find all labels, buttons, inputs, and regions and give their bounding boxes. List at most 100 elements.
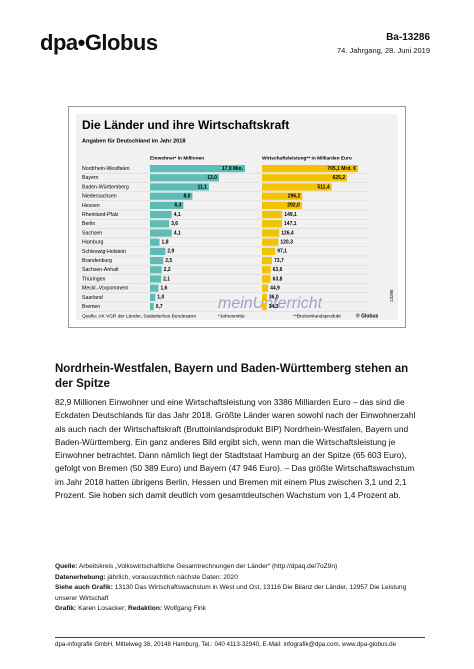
bar bbox=[262, 183, 332, 191]
value-label: 1,8 bbox=[162, 240, 169, 246]
bar bbox=[150, 303, 154, 311]
category-label: Bayern bbox=[82, 175, 99, 181]
bar bbox=[150, 266, 162, 274]
bar bbox=[150, 165, 245, 173]
info-text: 13130 Das Wirtschaftswachstum in West un… bbox=[55, 584, 407, 602]
source: Quelle: AK VGR der Länder, Statistisches… bbox=[82, 313, 197, 319]
bar bbox=[262, 303, 267, 311]
info-label: Siehe auch Grafik: bbox=[55, 584, 113, 591]
category-label: Meckl.-Vorpommern bbox=[82, 286, 129, 292]
heading: Nordrhein-Westfalen, Bayern und Baden-Wü… bbox=[55, 363, 409, 390]
category-label: Nordrhein-Westfalen bbox=[82, 166, 130, 172]
bar bbox=[262, 192, 303, 200]
category-label: Bremen bbox=[82, 304, 100, 310]
bar bbox=[262, 174, 348, 182]
category-label: Berlin bbox=[82, 221, 95, 227]
info-label: Quelle: bbox=[55, 563, 78, 570]
category-label: Rheinland-Pfalz bbox=[82, 212, 119, 218]
category-label: Brandenburg bbox=[82, 258, 112, 264]
value-label: 2,5 bbox=[165, 258, 172, 264]
category-label: Hamburg bbox=[82, 240, 103, 246]
bar bbox=[150, 247, 166, 255]
series-header: Einwohner* in Millionen bbox=[150, 155, 204, 161]
value-label: 149,1 bbox=[284, 212, 297, 218]
note: *Jahresmitte bbox=[218, 313, 245, 319]
bar bbox=[150, 192, 193, 200]
value-label: 126,4 bbox=[281, 230, 294, 236]
category-label: Saarland bbox=[82, 295, 103, 301]
value-label: 2,9 bbox=[167, 249, 174, 255]
value-label: 36,0 bbox=[269, 295, 279, 301]
code: Ba-13286 bbox=[386, 32, 430, 43]
chart-bg bbox=[76, 114, 398, 320]
value-label: 2,1 bbox=[163, 276, 170, 282]
value-label: 6,3 bbox=[174, 203, 181, 209]
value-label: 2,2 bbox=[164, 267, 171, 273]
credit: © Globus bbox=[356, 312, 379, 319]
bar bbox=[150, 220, 170, 228]
bar bbox=[150, 201, 184, 209]
bar bbox=[262, 201, 302, 209]
category-label: Schleswig-Holstein bbox=[82, 249, 126, 255]
chart-title: Die Länder und ihre Wirtschaftskraft bbox=[82, 118, 289, 132]
value-label: 17,9 Mio. bbox=[222, 166, 244, 172]
bar bbox=[150, 257, 164, 265]
category-label: Sachsen-Anhalt bbox=[82, 267, 119, 273]
info-line: Siehe auch Grafik: 13130 Das Wirtschafts… bbox=[55, 583, 425, 604]
value-label: 4,1 bbox=[174, 230, 181, 236]
logo: dpa•Globus bbox=[40, 30, 158, 55]
info-line: Datenerhebung: jährlich, voraussichtlich… bbox=[55, 573, 425, 584]
category-label: Niedersachsen bbox=[82, 194, 117, 200]
info-text: Arbeitskreis „Volkswirtschaftliche Gesam… bbox=[78, 563, 338, 570]
body-text: 82,9 Millionen Einwohner und eine Wirtsc… bbox=[55, 397, 416, 501]
category-label: Hessen bbox=[82, 203, 100, 209]
bar bbox=[150, 211, 172, 219]
value-label: 705,1 Mrd. € bbox=[327, 166, 356, 172]
value-label: 34,3 bbox=[269, 304, 279, 310]
bar bbox=[262, 257, 273, 265]
bar bbox=[262, 165, 358, 173]
bar bbox=[150, 275, 162, 283]
value-label: 625,2 bbox=[333, 175, 346, 181]
info-text: Wolfgang Fink bbox=[163, 605, 206, 612]
value-label: 44,9 bbox=[270, 286, 280, 292]
value-label: 13,0 bbox=[207, 175, 217, 181]
value-label: 97,1 bbox=[277, 249, 287, 255]
value-label: 1,6 bbox=[160, 286, 167, 292]
category-label: Thüringen bbox=[82, 276, 105, 282]
value-label: 0,7 bbox=[156, 304, 163, 310]
bar bbox=[262, 247, 276, 255]
watermark: meinUnterricht bbox=[218, 295, 323, 312]
value-label: 11,1 bbox=[197, 184, 207, 190]
value-label: 73,7 bbox=[274, 258, 284, 264]
category-label: Baden-Württemberg bbox=[82, 184, 129, 190]
bar bbox=[150, 238, 160, 246]
value-label: 120,3 bbox=[280, 240, 293, 246]
value-label: 63,8 bbox=[273, 276, 283, 282]
value-label: 8,0 bbox=[184, 194, 191, 200]
bar bbox=[262, 238, 279, 246]
value-label: 4,1 bbox=[174, 212, 181, 218]
bar bbox=[262, 266, 271, 274]
value-label: 1,0 bbox=[157, 295, 164, 301]
bar bbox=[262, 293, 267, 301]
info-label: Redaktion: bbox=[127, 605, 163, 612]
bar bbox=[262, 284, 269, 292]
value-label: 147,1 bbox=[284, 221, 297, 227]
chart-subtitle: Angaben für Deutschland im Jahr 2018 bbox=[82, 138, 186, 144]
series-header: Wirtschaftsleistung** in Milliarden Euro bbox=[262, 155, 352, 161]
info-text: jährlich, voraussichtlich nächste Daten:… bbox=[107, 573, 238, 581]
info-line: Grafik: Karen Losacker; Redaktion: Wolfg… bbox=[55, 604, 425, 615]
value-label: 63,6 bbox=[273, 267, 283, 273]
footer: dpa-infografik GmbH, Mittelweg 38, 20148… bbox=[55, 637, 425, 648]
bar bbox=[150, 293, 156, 301]
info-text: Karen Losacker; bbox=[78, 605, 127, 612]
bar bbox=[150, 229, 172, 237]
value-label: 511,4 bbox=[317, 184, 329, 190]
bar bbox=[150, 174, 219, 182]
value-label: 3,6 bbox=[171, 221, 178, 227]
category-label: Sachsen bbox=[82, 230, 102, 236]
info: Quelle: Arbeitskreis „Volkswirtschaftlic… bbox=[55, 562, 425, 615]
bar bbox=[150, 284, 159, 292]
